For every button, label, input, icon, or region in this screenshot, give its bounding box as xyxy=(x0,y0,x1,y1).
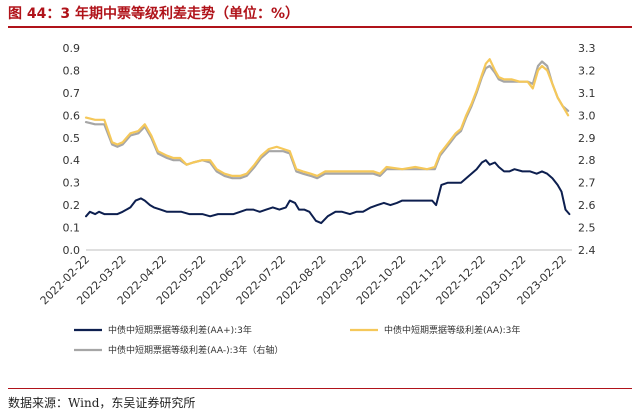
y-right-tick-label: 2.5 xyxy=(578,222,596,235)
y-right-tick-label: 3.1 xyxy=(578,87,596,100)
y-left-tick-label: 0.3 xyxy=(63,177,81,190)
legend-label: 中债中短期票据等级利差(AA-):3年（右轴） xyxy=(108,344,283,356)
series-line-aa xyxy=(84,58,570,177)
y-right-tick-label: 2.6 xyxy=(578,199,596,212)
legend-label: 中债中短期票据等级利差(AA+):3年 xyxy=(108,324,252,336)
chart-title: 图 44：3 年期中票等级利差走势（单位：%） xyxy=(8,6,299,22)
y-left-tick-label: 0.5 xyxy=(63,132,81,145)
series-line-aa-minus xyxy=(84,60,570,180)
y-left-tick-label: 0.6 xyxy=(63,109,81,122)
line-chart: 0.0 0.1 0.2 0.3 0.4 0.5 0.6 0.7 0.8 0.9 2.4 2.5 2.6 2… xyxy=(38,42,596,356)
y-left-tick-label: 0.4 xyxy=(63,154,81,167)
title-divider xyxy=(8,26,632,28)
y-left-tick-label: 0.2 xyxy=(63,199,81,212)
y-right-tick-label: 3.3 xyxy=(578,42,596,55)
series-line-aa-plus xyxy=(85,159,571,225)
y-left-tick-label: 0.9 xyxy=(63,42,81,55)
y-right-tick-label: 2.4 xyxy=(578,244,596,257)
y-left-tick-label: 0.8 xyxy=(63,64,81,77)
y-left-tick-label: 0.1 xyxy=(63,222,81,235)
y-right-tick-label: 2.8 xyxy=(578,154,596,167)
y-right-tick-label: 3.2 xyxy=(578,64,596,77)
y-right-tick-label: 2.7 xyxy=(578,177,596,190)
legend-label: 中债中短期票据等级利差(AA):3年 xyxy=(384,324,520,336)
y-left-tick-label: 0.0 xyxy=(63,244,81,257)
source-note: 数据来源：Wind，东吴证券研究所 xyxy=(8,396,196,410)
source-divider xyxy=(8,388,632,389)
y-right-tick-label: 2.9 xyxy=(578,132,596,145)
title-bar: 图 44：3 年期中票等级利差走势（单位：%） xyxy=(0,0,640,28)
y-right-tick-label: 3.0 xyxy=(578,109,596,122)
y-left-tick-label: 0.7 xyxy=(63,87,81,100)
